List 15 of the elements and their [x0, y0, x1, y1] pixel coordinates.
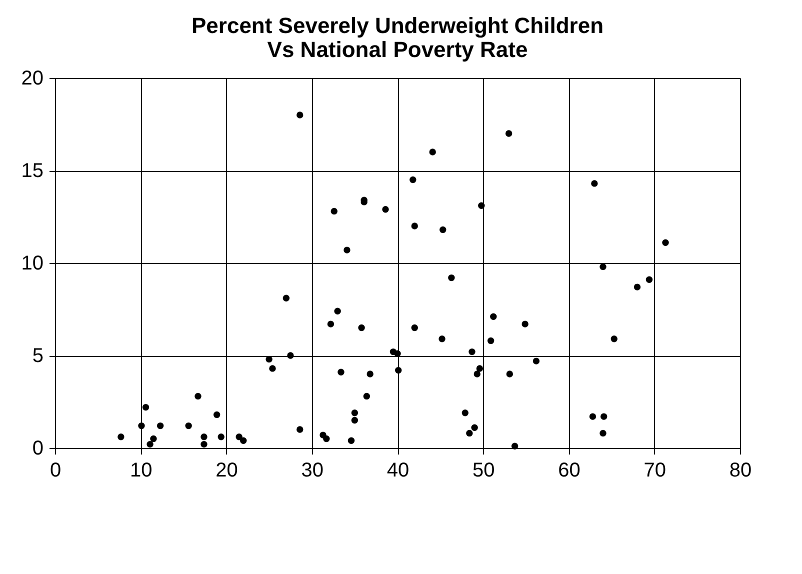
y-tick-label: 0	[32, 438, 44, 460]
x-tick-label: 80	[729, 460, 752, 482]
x-tick-label: 50	[472, 460, 495, 482]
x-tick-label: 10	[130, 460, 152, 482]
x-tick-label: 30	[301, 460, 324, 482]
x-tick-label: 40	[386, 460, 410, 482]
x-tick-label: 60	[558, 460, 580, 482]
chart-title: Percent Severely Underweight Children Vs National Poverty Rate	[191, 13, 604, 62]
y-tick-label: 20	[21, 68, 44, 90]
x-tick-label: 20	[216, 460, 238, 482]
y-tick-label: 10	[21, 252, 44, 274]
y-tick-label: 5	[32, 345, 44, 367]
x-tick-label: 70	[644, 460, 666, 482]
x-tick-label: 0	[50, 460, 62, 482]
y-tick-label: 15	[21, 160, 44, 182]
